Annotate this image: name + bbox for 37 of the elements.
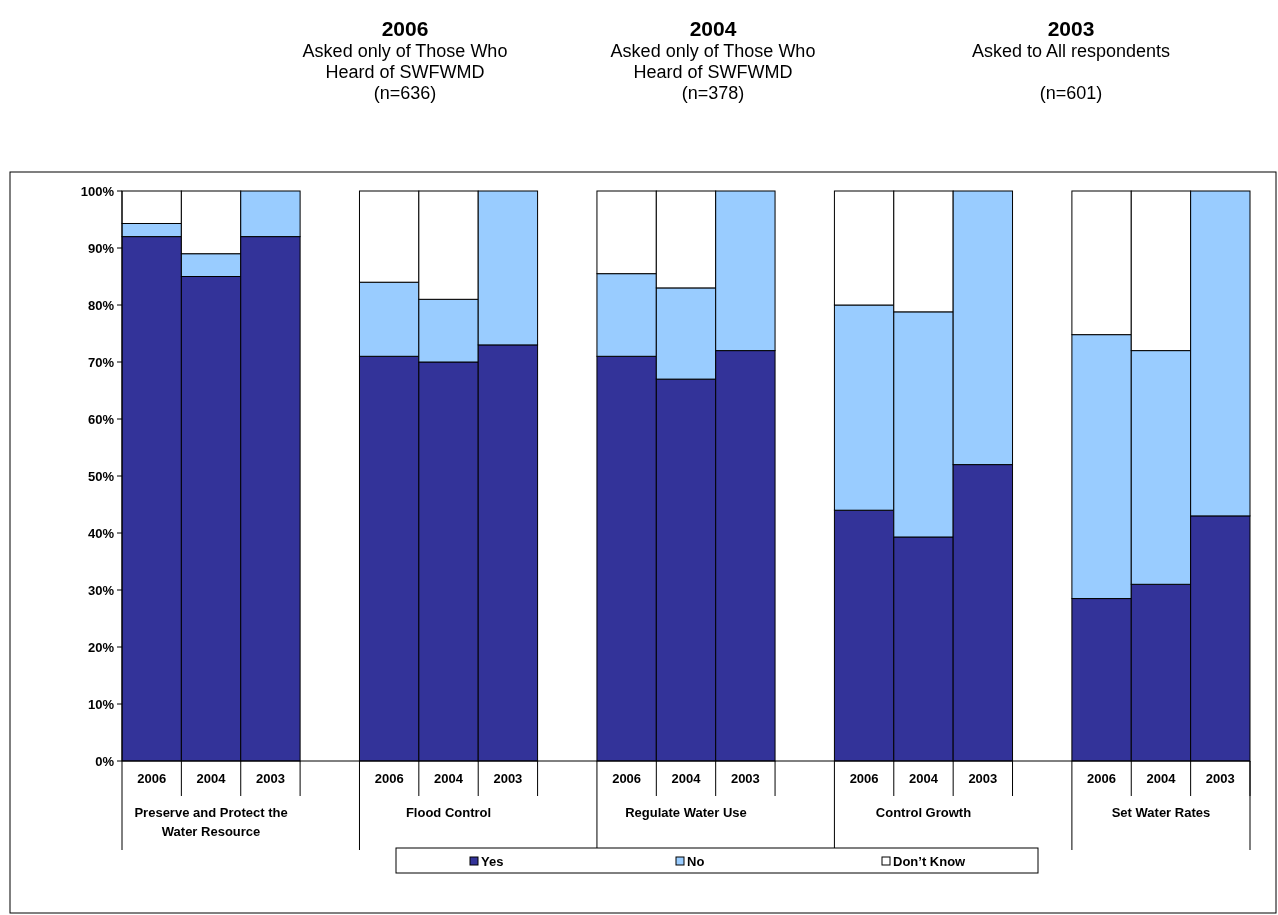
y-tick-label: 90% bbox=[87, 240, 115, 256]
x-tick-label: 2006 bbox=[1087, 771, 1117, 786]
text: 2006 Asked only of Those Who Heard of SWFWMD (n=636) bbox=[302, 17, 508, 103]
x-tick-label: 2004 bbox=[196, 771, 227, 786]
x-tick-label: 2004 bbox=[671, 771, 702, 786]
text: Control Growth bbox=[875, 805, 972, 820]
y-tick-label: 70% bbox=[87, 354, 115, 370]
y-tick-label: 100% bbox=[80, 183, 115, 199]
x-tick-label: 2006 bbox=[374, 771, 404, 786]
y-tick-label: 10% bbox=[87, 696, 115, 712]
y-tick-label: 40% bbox=[87, 525, 115, 541]
y-tick-label: 50% bbox=[87, 468, 115, 484]
x-tick-label: 2004 bbox=[909, 771, 939, 786]
y-tick-label: 80% bbox=[87, 297, 115, 313]
x-tick-label: 2004 bbox=[1146, 771, 1177, 786]
text: 2003 Asked to All respondents (n=601) bbox=[971, 17, 1171, 103]
text: Regulate Water Use bbox=[625, 805, 747, 820]
x-tick-label: 2006 bbox=[849, 771, 879, 786]
y-tick-label: 0% bbox=[95, 753, 115, 769]
text: 2004 Asked only of Those Who Heard of SWFWMD (n=378) bbox=[610, 17, 816, 103]
text: Flood Control bbox=[405, 805, 492, 820]
x-tick-label: 2003 bbox=[255, 771, 285, 786]
y-tick-label: 60% bbox=[87, 411, 115, 427]
text: Set Water Rates bbox=[1111, 805, 1211, 820]
x-tick-label: 2003 bbox=[968, 771, 998, 786]
x-tick-label: 2003 bbox=[493, 771, 523, 786]
x-tick-label: 2003 bbox=[1205, 771, 1235, 786]
y-tick-label: 20% bbox=[87, 639, 115, 655]
text: Preserve and Protect the Water Resource bbox=[134, 805, 288, 839]
x-tick-label: 2006 bbox=[612, 771, 642, 786]
legend-label: Don’t Know bbox=[893, 854, 967, 869]
legend-label: No bbox=[687, 854, 705, 869]
y-tick-label: 30% bbox=[87, 582, 115, 598]
x-tick-label: 2004 bbox=[434, 771, 464, 786]
legend-label: Yes bbox=[481, 854, 504, 869]
x-tick-label: 2006 bbox=[137, 771, 167, 786]
x-tick-label: 2003 bbox=[730, 771, 760, 786]
